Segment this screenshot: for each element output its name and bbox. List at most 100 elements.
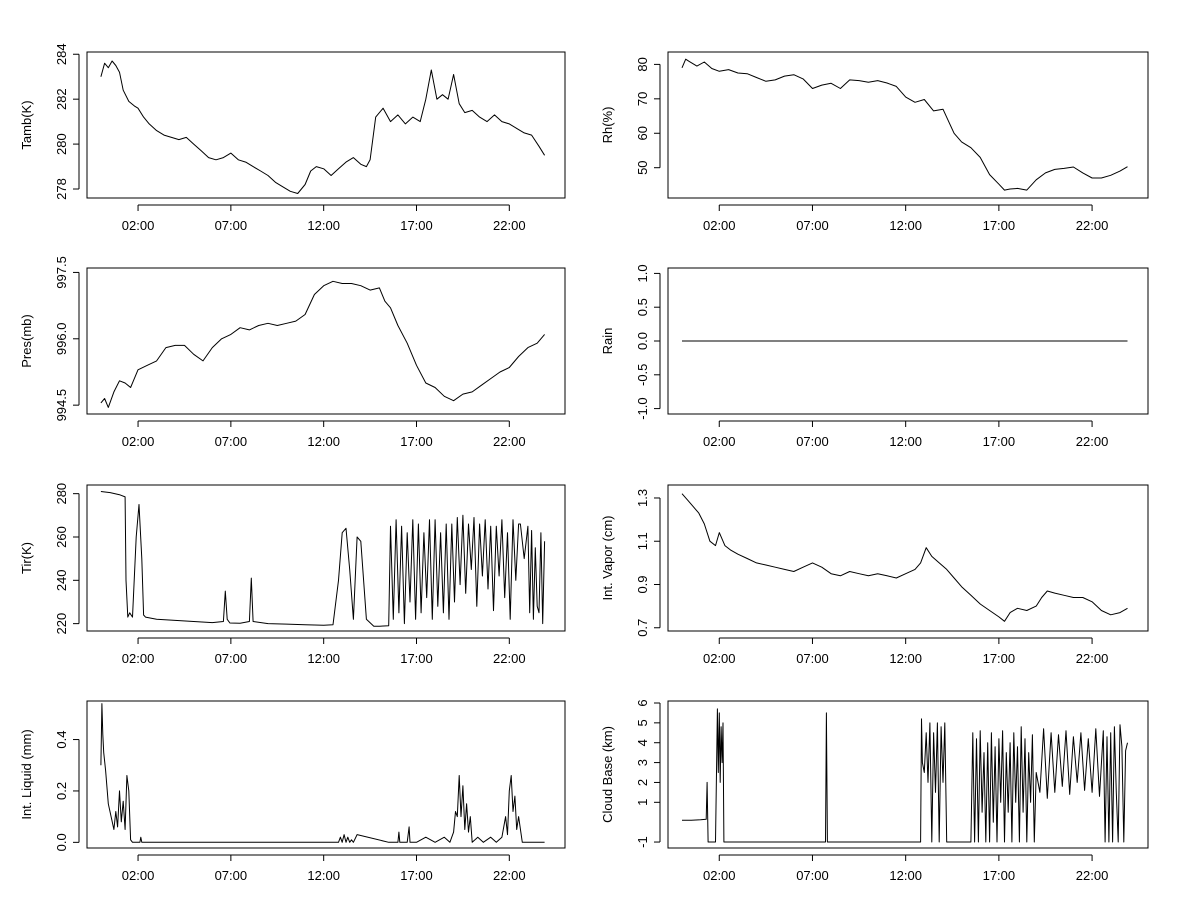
y-axis: 0.0 0.2 0.4 <box>54 731 80 851</box>
y-tick-label: 284 <box>54 43 69 65</box>
y-tick-label: 80 <box>635 57 650 71</box>
x-tick-label: 22:00 <box>493 868 526 883</box>
y-axis-label: Pres(mb) <box>19 314 34 367</box>
y-tick-label: 70 <box>635 92 650 106</box>
x-tick-label: 02:00 <box>122 651 155 666</box>
panel-5: 02:00 07:00 12:00 17:00 22:00 220 240 260 280 Tir… <box>19 483 566 666</box>
y-tick-label: 1.1 <box>635 532 650 550</box>
x-tick-label: 22:00 <box>1076 218 1109 233</box>
series-line-1 <box>100 491 546 627</box>
y-axis: 220 240 260 280 <box>54 483 80 635</box>
y-axis-label: Rh(%) <box>600 107 615 144</box>
x-axis: 02:00 07:00 12:00 17:00 22:00 <box>122 204 526 233</box>
x-tick-label: 17:00 <box>983 434 1016 449</box>
x-tick-label: 12:00 <box>307 434 340 449</box>
x-axis: 02:00 07:00 12:00 17:00 22:00 <box>703 420 1109 449</box>
x-tick-label: 17:00 <box>400 218 433 233</box>
x-tick-label: 22:00 <box>493 218 526 233</box>
x-tick-label: 12:00 <box>889 434 922 449</box>
x-tick-label: 02:00 <box>122 434 155 449</box>
plot-frame <box>86 700 566 849</box>
x-tick-label: 22:00 <box>1076 868 1109 883</box>
plot-frame <box>667 700 1149 849</box>
y-tick-label: 6 <box>635 699 650 706</box>
x-axis: 02:00 07:00 12:00 17:00 22:00 <box>703 204 1109 233</box>
x-tick-label: 17:00 <box>400 651 433 666</box>
y-tick-label: 3 <box>635 759 650 766</box>
y-axis: 50 60 70 80 <box>635 57 661 175</box>
plot-frame <box>86 267 566 415</box>
y-tick-label: 997.5 <box>54 256 69 289</box>
x-tick-label: 07:00 <box>796 868 829 883</box>
x-tick-label: 22:00 <box>1076 434 1109 449</box>
panel-8: 02:00 07:00 12:00 17:00 22:00 -1 1 2 3 4 5 6 Cloud B… <box>600 699 1149 883</box>
y-axis: 278 280 282 284 <box>54 43 80 200</box>
x-tick-label: 02:00 <box>703 434 736 449</box>
x-tick-label: 22:00 <box>493 434 526 449</box>
x-tick-label: 07:00 <box>796 434 829 449</box>
y-tick-label: 1.0 <box>635 264 650 282</box>
series-line-1 <box>100 703 545 843</box>
x-tick-label: 07:00 <box>215 218 248 233</box>
y-axis: -1 1 2 3 4 5 6 <box>635 699 661 848</box>
x-tick-label: 12:00 <box>307 868 340 883</box>
y-tick-label: 280 <box>54 483 69 505</box>
series-line-1 <box>100 60 546 194</box>
series-line-1 <box>681 493 1128 622</box>
x-tick-label: 02:00 <box>703 651 736 666</box>
x-tick-label: 17:00 <box>400 868 433 883</box>
x-tick-label: 12:00 <box>889 651 922 666</box>
y-axis-label: Rain <box>600 328 615 355</box>
x-tick-label: 17:00 <box>983 868 1016 883</box>
y-tick-label: 280 <box>54 133 69 155</box>
x-tick-label: 12:00 <box>307 218 340 233</box>
y-tick-label: 282 <box>54 88 69 110</box>
y-tick-label: 0.9 <box>635 575 650 593</box>
x-tick-label: 17:00 <box>983 651 1016 666</box>
y-tick-label: 240 <box>54 569 69 591</box>
x-axis: 02:00 07:00 12:00 17:00 22:00 <box>122 637 526 666</box>
x-tick-label: 02:00 <box>703 218 736 233</box>
x-tick-label: 07:00 <box>215 868 248 883</box>
y-tick-label: 4 <box>635 739 650 746</box>
x-tick-label: 07:00 <box>796 218 829 233</box>
series-line-1 <box>100 280 545 408</box>
panel-1: 02:00 07:00 12:00 17:00 22:00 278 280 282 284 Tam… <box>19 43 566 233</box>
x-tick-label: 17:00 <box>983 218 1016 233</box>
x-axis: 02:00 07:00 12:00 17:00 22:00 <box>122 420 526 449</box>
panel-3: 02:00 07:00 12:00 17:00 22:00 994.5 996.0 997.5… <box>19 256 566 449</box>
x-axis: 02:00 07:00 12:00 17:00 22:00 <box>122 854 526 883</box>
y-axis-label: Int. Liquid (mm) <box>19 729 34 819</box>
panel-6: 02:00 07:00 12:00 17:00 22:00 0.7 0.9 1.1 1.3 Int… <box>600 484 1149 666</box>
plot-frame <box>86 484 566 632</box>
y-axis: 994.5 996.0 997.5 <box>54 256 80 422</box>
y-tick-label: 0.4 <box>54 731 69 749</box>
x-tick-label: 22:00 <box>1076 651 1109 666</box>
y-tick-label: 994.5 <box>54 389 69 422</box>
y-tick-label: -1 <box>635 836 650 848</box>
series-line-1 <box>681 58 1128 191</box>
plot-frame <box>86 51 566 199</box>
y-axis: 0.7 0.9 1.1 1.3 <box>635 489 661 637</box>
x-axis: 02:00 07:00 12:00 17:00 22:00 <box>703 854 1109 883</box>
x-tick-label: 07:00 <box>215 434 248 449</box>
panel-7: 02:00 07:00 12:00 17:00 22:00 0.0 0.2 0.4 Int. L… <box>19 700 566 883</box>
y-axis-label: Int. Vapor (cm) <box>600 515 615 600</box>
y-axis: -1.0 -0.5 0.0 0.5 1.0 <box>635 264 661 420</box>
y-tick-label: 0.2 <box>54 782 69 800</box>
x-tick-label: 07:00 <box>796 651 829 666</box>
panel-2: 02:00 07:00 12:00 17:00 22:00 50 60 70 80 Rh(%) <box>600 51 1149 233</box>
x-tick-label: 17:00 <box>400 434 433 449</box>
x-tick-label: 12:00 <box>307 651 340 666</box>
x-tick-label: 02:00 <box>703 868 736 883</box>
y-axis-label: Cloud Base (km) <box>600 726 615 823</box>
y-tick-label: 0.7 <box>635 619 650 637</box>
y-tick-label: -1.0 <box>635 397 650 419</box>
panels: 02:00 07:00 12:00 17:00 22:00278280282284Tam… <box>19 43 1149 883</box>
panel-4: 02:00 07:00 12:00 17:00 22:00 -1.0 -0.5 0.0 0.5 1… <box>600 264 1149 449</box>
y-tick-label: 220 <box>54 613 69 635</box>
y-tick-label: 5 <box>635 719 650 726</box>
x-axis: 02:00 07:00 12:00 17:00 22:00 <box>703 637 1109 666</box>
series-line-1 <box>682 708 1128 843</box>
